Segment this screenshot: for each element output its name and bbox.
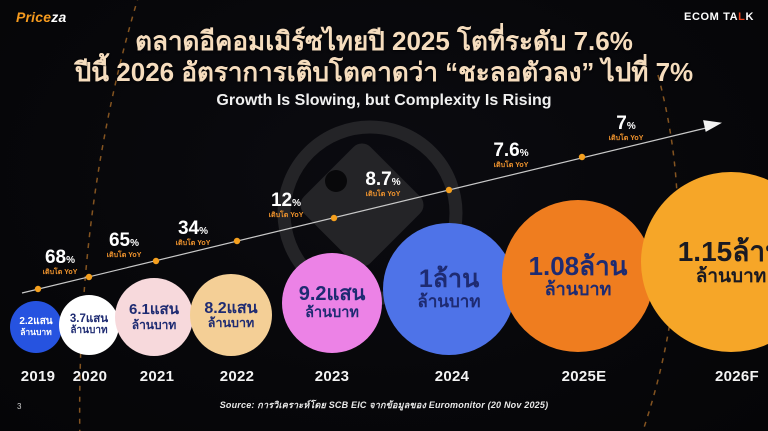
trend-dot (233, 237, 241, 245)
growth-label-34pct: 34% เติบโต YoY (176, 218, 211, 249)
trend-dot (330, 214, 338, 222)
bubble-value: 9.2แสน (298, 283, 366, 306)
growth-label-7.6pct: 7.6% เติบโต YoY (493, 140, 528, 171)
bubble-value: 1ล้าน (418, 265, 480, 294)
growth-value: 12 (270, 190, 293, 211)
year-label-2019: 2019 (20, 368, 56, 385)
bubble-unit: ล้านบาท (305, 304, 359, 321)
growth-value: 65 (108, 230, 131, 251)
trend-dot (85, 273, 93, 281)
ecom-talk-text2: K (745, 11, 754, 23)
year-label-2024: 2024 (434, 368, 470, 385)
percent-sign: % (626, 121, 636, 132)
bubble-unit: ล้านบาท (70, 324, 108, 336)
year-label-2025E: 2025E (561, 368, 607, 385)
trend-dot (445, 186, 453, 194)
year-label-2022: 2022 (219, 368, 255, 385)
bubble-value: 1.15ล้าน (677, 235, 768, 267)
growth-sub-label: เติบโต YoY (493, 162, 529, 169)
bubble-value: 1.08ล้าน (528, 251, 628, 282)
bubble-unit: ล้านบาท (207, 315, 255, 330)
trend-dot (578, 153, 586, 161)
growth-sub-label: เติบโต YoY (608, 135, 644, 142)
bubble-unit: ล้านบาท (417, 292, 481, 312)
trend-dot (34, 285, 42, 293)
bubble-value: 3.7แสน (69, 313, 109, 326)
percent-sign: % (391, 177, 401, 188)
bubble-unit: ล้านบาท (131, 317, 177, 332)
bubble-unit: ล้านบาท (544, 279, 612, 300)
source-note: Source: การวิเคราะห์โดย SCB EIC จากข้อมู… (219, 400, 549, 410)
growth-value: 68 (44, 247, 67, 268)
growth-value: 34 (177, 218, 200, 239)
bubble-unit: ล้านบาท (695, 265, 767, 287)
market-bubble-2020: 3.7แสน ล้านบาท (59, 295, 119, 355)
page-title-line1: ตลาดอีคอมเมิร์ซไทยปี 2025 โตที่ระดับ 7.6… (135, 26, 633, 56)
market-bubble-2025E: 1.08ล้าน ล้านบาท (502, 200, 654, 352)
growth-sub-label: เติบโต YoY (365, 191, 401, 198)
page-subtitle: Growth Is Slowing, but Complexity Is Ris… (216, 92, 552, 109)
market-bubble-2019: 2.2แสน ล้านบาท (10, 301, 62, 353)
growth-label-12pct: 12% เติบโต YoY (269, 190, 304, 221)
bubble-value: 6.1แสน (129, 301, 179, 319)
market-bubble-2021: 6.1แสน ล้านบาท (115, 278, 193, 356)
trend-dot (152, 257, 160, 265)
percent-sign: % (130, 238, 140, 249)
page-number: 3 (17, 402, 22, 411)
growth-sub-label: เติบโต YoY (175, 240, 211, 247)
growth-sub-label: เติบโต YoY (106, 252, 142, 259)
trend-dots (34, 153, 586, 293)
percent-sign: % (519, 148, 529, 159)
ecom-talk-logo: ECOM TALK (684, 11, 754, 23)
priceza-logo-prefix: Price (16, 9, 52, 25)
year-label-2021: 2021 (139, 368, 175, 385)
trend-line (21, 127, 707, 294)
market-bubble-2022: 8.2แสน ล้านบาท (190, 274, 272, 356)
bubble-value: 2.2แสน (19, 316, 53, 328)
growth-label-7pct: 7% เติบโต YoY (609, 113, 644, 144)
growth-label-65pct: 65% เติบโต YoY (107, 230, 142, 261)
bubble-unit: ล้านบาท (20, 326, 52, 337)
year-label-2020: 2020 (72, 368, 108, 385)
market-bubble-2024: 1ล้าน ล้านบาท (383, 223, 515, 355)
priceza-logo-suffix: za (51, 9, 67, 25)
page-title-line2: ปีนี้ 2026 อัตราการเติบโตคาดว่า “ชะลอตัว… (74, 57, 694, 87)
ecom-talk-text: ECOM TA (684, 11, 739, 23)
growth-sub-label: เติบโต YoY (42, 269, 78, 276)
year-label-2026F: 2026F (714, 368, 760, 385)
growth-label-68pct: 68% เติบโต YoY (43, 247, 78, 278)
percent-sign: % (292, 198, 302, 209)
priceza-logo: Priceza (16, 9, 66, 25)
market-bubble-2026F: 1.15ล้านล้านบาท (641, 172, 768, 352)
trend-arrow-icon (703, 120, 722, 132)
market-bubble-2023: 9.2แสน ล้านบาท (282, 253, 382, 353)
year-label-2023: 2023 (314, 368, 350, 385)
ecom-talk-accent: L (738, 11, 746, 23)
growth-value: 7.6 (493, 140, 520, 161)
growth-value: 8.7 (365, 169, 392, 190)
growth-sub-label: เติบโต YoY (268, 212, 304, 219)
dashed-arc-left (78, 0, 139, 431)
growth-label-8.7pct: 8.7% เติบโต YoY (365, 169, 400, 200)
dashed-arc-right (642, 74, 679, 431)
percent-sign: % (66, 255, 76, 266)
growth-value: 7 (616, 113, 627, 134)
bubble-value: 8.2แสน (204, 299, 258, 317)
percent-sign: % (199, 226, 209, 237)
